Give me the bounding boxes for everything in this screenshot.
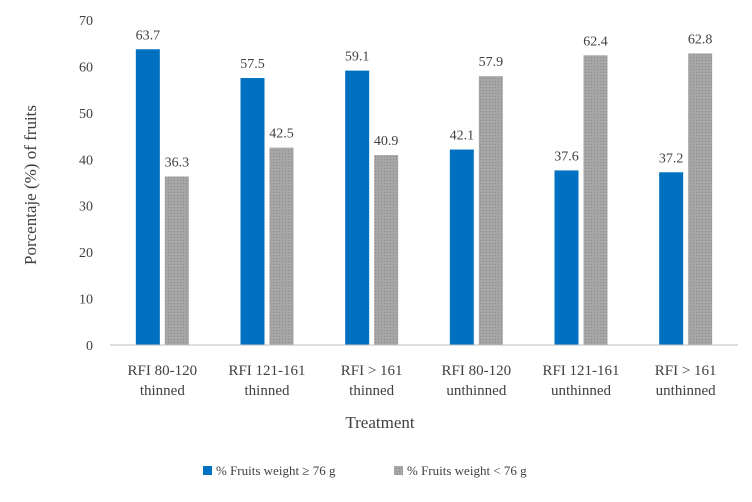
data-label: 42.1 — [450, 129, 475, 144]
bar-heavy-6 — [659, 172, 684, 345]
legend-swatch-1 — [203, 466, 212, 475]
x-category-label: thinned — [245, 383, 290, 399]
data-label: 37.2 — [659, 151, 684, 166]
bar-light-1 — [164, 176, 189, 345]
legend: % Fruits weight ≥ 76 g % Fruits weight < … — [203, 463, 527, 478]
data-label: 57.9 — [479, 55, 504, 70]
data-label: 59.1 — [345, 50, 370, 65]
bar-heavy-5 — [554, 170, 579, 345]
y-tick-label: 60 — [79, 60, 93, 75]
legend-swatch-2 — [394, 466, 403, 475]
bar-light-3 — [374, 155, 399, 345]
legend-label-2: % Fruits weight < 76 g — [407, 463, 527, 478]
legend-label-1: % Fruits weight ≥ 76 g — [216, 463, 336, 478]
x-category-label: RFI 80-120 — [128, 363, 198, 379]
data-label: 36.3 — [165, 155, 190, 170]
y-tick-label: 20 — [79, 246, 93, 261]
data-label: 63.7 — [136, 28, 161, 43]
bar-light-2 — [269, 147, 294, 345]
bar-light-6 — [688, 53, 713, 346]
y-axis-title: Porcentaje (%) of fruits — [21, 105, 40, 265]
x-category-label: RFI 121-161 — [228, 363, 305, 379]
y-tick-label: 0 — [86, 339, 93, 354]
bar-light-4 — [478, 76, 503, 345]
bar-light-5 — [583, 55, 608, 346]
x-category-label: thinned — [140, 383, 185, 399]
data-label: 57.5 — [240, 57, 265, 72]
y-tick-label: 40 — [79, 153, 93, 168]
data-label: 42.5 — [269, 127, 294, 142]
bar-heavy-4 — [449, 149, 474, 345]
y-tick-label: 50 — [79, 107, 93, 122]
x-category-label: RFI 121-161 — [542, 363, 619, 379]
bar-heavy-1 — [135, 49, 160, 345]
y-tick-label: 30 — [79, 200, 93, 215]
bar-heavy-2 — [240, 78, 265, 346]
y-tick-label: 70 — [79, 14, 93, 29]
data-label: 62.8 — [688, 32, 713, 47]
x-category-label: unthinned — [446, 383, 506, 399]
y-tick-label: 10 — [79, 293, 93, 308]
data-label: 62.4 — [583, 34, 608, 49]
x-category-label: thinned — [349, 383, 394, 399]
x-axis-title: Treatment — [345, 413, 415, 432]
x-category-label: RFI > 161 — [341, 363, 403, 379]
x-category-label: RFI 80-120 — [442, 363, 512, 379]
data-label: 37.6 — [554, 149, 579, 164]
bar-heavy-3 — [345, 70, 370, 345]
x-category-label: unthinned — [551, 383, 611, 399]
x-category-label: unthinned — [656, 383, 716, 399]
data-label: 40.9 — [374, 134, 399, 149]
x-category-label: RFI > 161 — [655, 363, 717, 379]
